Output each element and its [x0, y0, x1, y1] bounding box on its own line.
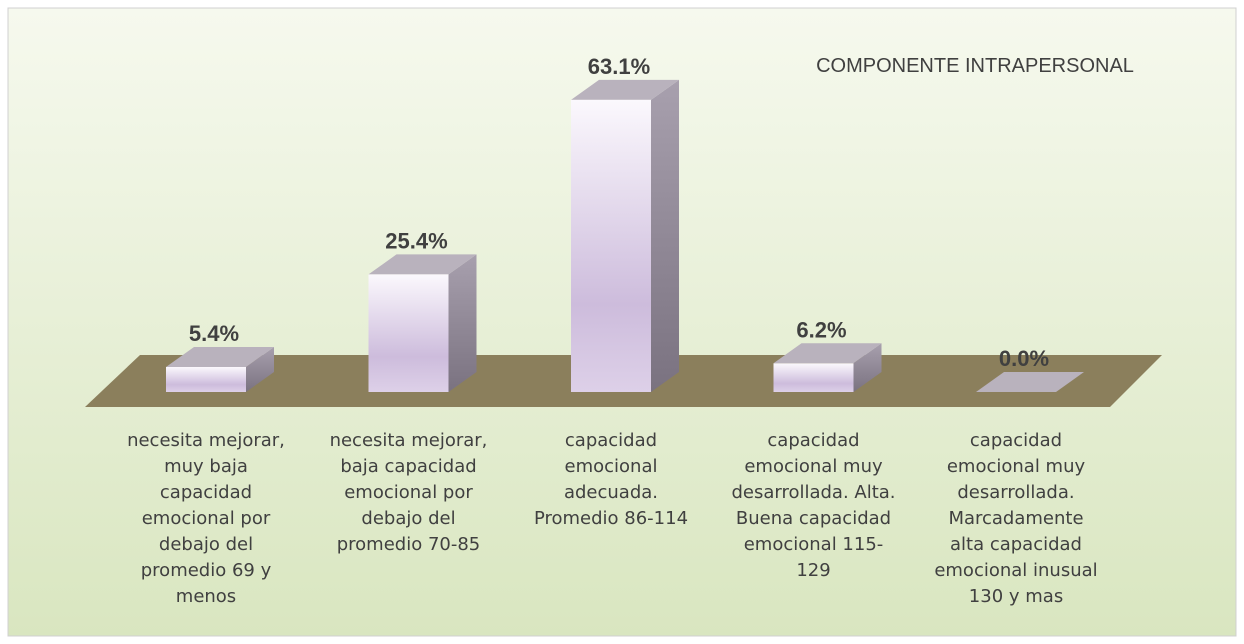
bar-side [651, 79, 679, 393]
bar-side [246, 346, 274, 392]
x-tick-label: capacidad emocional muy desarrollada. Al… [731, 430, 896, 581]
value-label: 25.4% [385, 228, 447, 253]
bar [368, 274, 449, 392]
x-tick-label: capacidad emocional adecuada. Promedio 8… [533, 430, 689, 529]
value-label: 63.1% [588, 54, 650, 79]
bar [166, 366, 246, 392]
bar-top [368, 254, 477, 275]
x-tick-label: necesita mejorar, baja capacidad emocion… [329, 430, 488, 555]
bar-top [166, 346, 274, 367]
bar [571, 99, 651, 393]
chart-title: COMPONENTE INTRAPERSONAL [816, 55, 1134, 77]
value-label: 0.0% [999, 346, 1049, 371]
bar [773, 363, 854, 392]
bar-top [571, 79, 679, 100]
value-label: 6.2% [796, 317, 846, 342]
bar-top [773, 343, 882, 364]
value-label: 5.4% [189, 321, 239, 346]
bar-side [853, 343, 882, 392]
x-tick-label: capacidad emocional muy desarrollada. Ma… [934, 430, 1098, 607]
x-tick-label: necesita mejorar, muy baja capacidad emo… [127, 430, 285, 607]
bar-top [976, 372, 1084, 392]
bar-side [448, 254, 477, 392]
